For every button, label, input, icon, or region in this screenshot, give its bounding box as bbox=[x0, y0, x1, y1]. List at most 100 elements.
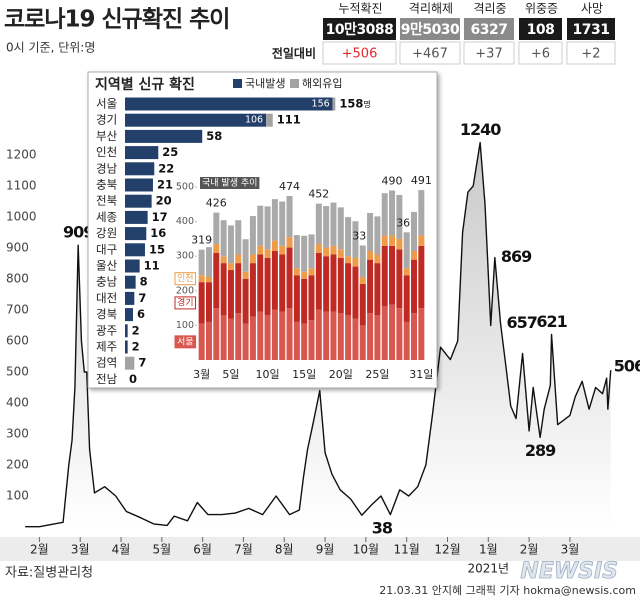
bar-segment bbox=[330, 245, 337, 255]
category-label: 강원 bbox=[96, 226, 117, 240]
x-tick-label: 15일 bbox=[292, 367, 316, 381]
bar-segment bbox=[198, 249, 205, 276]
x-axis-band bbox=[0, 537, 640, 561]
bar-segment bbox=[389, 304, 396, 360]
bar-segment bbox=[198, 275, 205, 283]
total-label: 491 bbox=[411, 174, 432, 187]
bar-segment bbox=[242, 323, 249, 360]
x-tick-label: 5일 bbox=[222, 367, 239, 381]
change-box bbox=[399, 41, 461, 65]
change-label: 전일대비 bbox=[272, 46, 316, 61]
bar-segment bbox=[125, 227, 147, 241]
stat-box bbox=[400, 18, 460, 40]
tag-label: 국내 발생 추이 bbox=[202, 178, 257, 189]
bar-segment bbox=[220, 256, 227, 264]
bar-segment bbox=[315, 252, 322, 310]
x-tick-label: 4월 bbox=[112, 543, 131, 557]
area bbox=[25, 142, 611, 527]
stat-box bbox=[464, 18, 514, 40]
bar-segment bbox=[249, 254, 256, 264]
x-tick-label: 6월 bbox=[193, 543, 212, 557]
category-label: 광주 bbox=[96, 323, 117, 337]
bar-segment bbox=[308, 268, 315, 276]
bar-segment bbox=[271, 199, 278, 241]
category-label: 대전 bbox=[96, 291, 117, 305]
bar-segment bbox=[293, 235, 300, 269]
y-tick-label: 1200 bbox=[6, 148, 37, 162]
bar-segment bbox=[227, 225, 234, 264]
tag-box bbox=[174, 296, 197, 310]
y-tick-label: 700 bbox=[6, 303, 29, 317]
bar-segment bbox=[323, 206, 330, 248]
subtitle: 0시 기준, 단위:명 bbox=[6, 41, 95, 55]
year-label: 2021년 bbox=[467, 562, 509, 576]
legend-label: 해외유입 bbox=[302, 76, 342, 90]
x-tick-label: 1월 bbox=[479, 543, 498, 557]
bar-segment bbox=[125, 146, 159, 160]
y-tick-label: 900 bbox=[6, 241, 29, 255]
bar-segment bbox=[198, 323, 205, 360]
bar-segment bbox=[367, 259, 374, 314]
bar-segment bbox=[396, 249, 403, 309]
bar-segment bbox=[411, 313, 418, 360]
bar-segment bbox=[125, 210, 148, 224]
bar-segment bbox=[249, 316, 256, 360]
bar-segment bbox=[389, 245, 396, 305]
bar-segment bbox=[125, 340, 128, 354]
bar-segment bbox=[403, 275, 410, 322]
bar-segment bbox=[125, 97, 333, 111]
bar-segment bbox=[381, 245, 388, 307]
bar-segment bbox=[323, 256, 330, 312]
total-label: 58 bbox=[206, 129, 222, 143]
bar-inner-label: 106 bbox=[245, 115, 263, 126]
bar-segment bbox=[381, 193, 388, 236]
y-tick-label: 1100 bbox=[6, 179, 37, 193]
x-tick-label: 20일 bbox=[329, 367, 353, 381]
total-label: 111 bbox=[277, 113, 301, 127]
stat-total: 6327 bbox=[471, 22, 508, 38]
stat-label: 격리해제 bbox=[409, 2, 453, 16]
stat-label: 사망 bbox=[581, 2, 603, 16]
category-label: 울산 bbox=[96, 259, 118, 273]
stat-total: 9만5030 bbox=[401, 22, 460, 38]
credit: 21.03.31 안지혜 그래픽 기자 hokma@newsis.com bbox=[379, 584, 636, 597]
bar-segment bbox=[227, 318, 234, 360]
bar-segment bbox=[330, 202, 337, 246]
stat-total: 10만3088 bbox=[326, 22, 394, 38]
x-tick-label: 2월 bbox=[30, 543, 49, 557]
bar-segment bbox=[125, 194, 152, 208]
x-tick-label: 12월 bbox=[434, 543, 460, 557]
category-label: 충북 bbox=[96, 178, 117, 192]
bar-segment bbox=[213, 244, 220, 253]
bar-segment bbox=[125, 324, 128, 338]
x-tick-label: 3월 bbox=[193, 368, 210, 381]
category-label: 전남 bbox=[96, 372, 118, 386]
category-label: 대구 bbox=[96, 242, 117, 256]
bar-segment bbox=[264, 206, 271, 250]
bar-segment bbox=[125, 243, 145, 257]
bar-segment bbox=[330, 254, 337, 312]
total-unit: 명 bbox=[363, 99, 370, 109]
bar-segment bbox=[271, 251, 278, 310]
bar-segment bbox=[315, 244, 322, 253]
bar-segment bbox=[125, 129, 203, 143]
bar-segment bbox=[374, 254, 381, 264]
stat-box bbox=[519, 18, 562, 40]
bar-segment bbox=[249, 263, 256, 317]
bar-segment bbox=[235, 220, 242, 255]
bar-segment bbox=[374, 315, 381, 360]
total-label: 2 bbox=[132, 340, 140, 354]
data-label: 1240 bbox=[460, 120, 501, 139]
category-label: 인천 bbox=[96, 145, 117, 159]
bar-segment bbox=[359, 283, 366, 326]
y-tick-label: 800 bbox=[6, 272, 29, 286]
bar-segment bbox=[396, 308, 403, 360]
bar-segment bbox=[337, 257, 344, 314]
bar-segment bbox=[286, 308, 293, 360]
bar-segment bbox=[367, 212, 374, 252]
tag-label: 서울 bbox=[177, 336, 194, 347]
bar-segment bbox=[266, 113, 273, 127]
total-label: 452 bbox=[308, 188, 329, 201]
bar-segment bbox=[242, 239, 249, 272]
